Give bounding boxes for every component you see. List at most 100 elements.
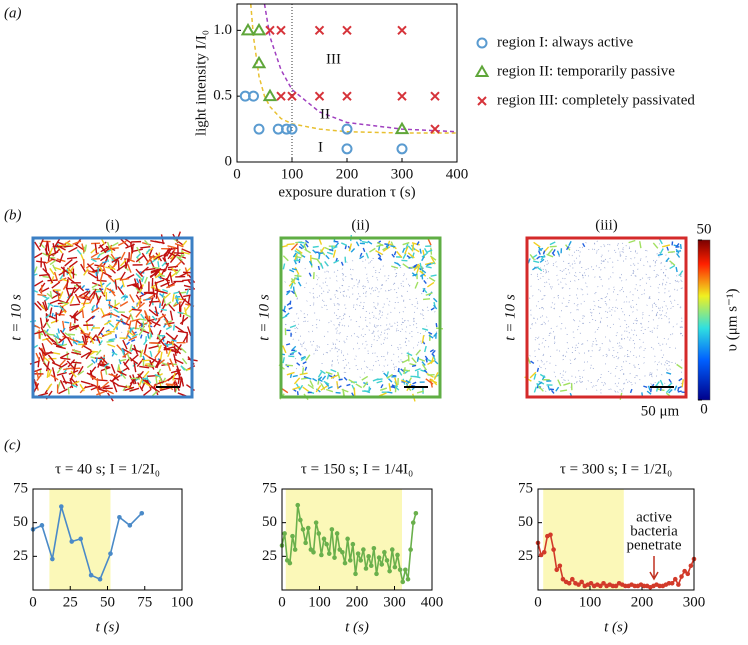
- point: [566, 580, 572, 586]
- flow-arrow: [172, 353, 177, 364]
- flow-arrow: [154, 306, 159, 317]
- flow-arrow: [614, 375, 617, 377]
- flow-arrow: [131, 283, 141, 290]
- flow-arrow: [657, 287, 659, 289]
- flow-arrow: [346, 261, 348, 263]
- flow-arrow: [413, 318, 415, 320]
- flow-arrow: [297, 281, 302, 287]
- flow-arrow: [336, 386, 339, 388]
- flow-arrow: [140, 246, 151, 249]
- flow-arrow: [626, 353, 629, 356]
- flow-arrow: [662, 282, 664, 284]
- flow-arrow: [588, 248, 590, 251]
- flow-arrow: [284, 312, 290, 317]
- flow-arrow: [131, 347, 142, 354]
- flow-arrow: [372, 257, 374, 259]
- flow-arrow: [355, 279, 358, 281]
- flow-arrow: [148, 356, 159, 363]
- flow-arrow: [129, 378, 135, 388]
- flow-arrow: [553, 297, 555, 299]
- flow-arrow: [298, 245, 303, 250]
- flow-arrow: [423, 369, 428, 374]
- marker: [314, 91, 325, 101]
- flow-arrow: [568, 254, 570, 256]
- flow-arrow: [406, 255, 411, 259]
- flow-arrow: [38, 392, 49, 397]
- flow-arrow: [426, 249, 433, 254]
- y-tick-label: 0: [225, 153, 233, 169]
- flow-arrow: [583, 315, 585, 317]
- flow-arrow: [329, 248, 334, 252]
- flow-arrow: [626, 327, 628, 329]
- flow-arrow: [668, 322, 670, 324]
- flow-arrow: [647, 327, 649, 329]
- flow-arrow: [418, 357, 426, 362]
- flow-arrow: [352, 269, 354, 271]
- flow-arrow: [564, 379, 566, 382]
- flow-arrow: [72, 240, 82, 245]
- flow-arrow: [126, 341, 130, 346]
- flow-arrow: [316, 283, 318, 285]
- flow-arrow: [397, 348, 399, 350]
- flow-arrow: [147, 292, 158, 295]
- flow-arrow: [66, 293, 73, 303]
- flow-arrow: [621, 389, 623, 391]
- point: [313, 520, 319, 525]
- flow-arrow: [82, 297, 88, 306]
- flow-arrow: [372, 352, 374, 354]
- flow-arrow: [175, 294, 179, 301]
- flow-arrow: [316, 349, 318, 352]
- flow-arrow: [139, 318, 147, 321]
- flow-arrow: [620, 345, 622, 347]
- flow-arrow: [151, 320, 161, 327]
- flow-arrow: [137, 373, 146, 382]
- flow-arrow: [49, 259, 57, 266]
- flow-arrow: [374, 289, 376, 291]
- flow-arrow: [592, 308, 595, 311]
- x-tick-label: 50: [100, 594, 115, 610]
- point: [413, 510, 419, 516]
- flow-arrow: [135, 254, 145, 263]
- flow-arrow: [72, 363, 77, 374]
- flow-arrow: [154, 272, 163, 279]
- flow-arrow: [653, 269, 655, 272]
- flow-arrow: [648, 278, 650, 280]
- flow-arrow: [361, 375, 369, 381]
- flow-arrow: [167, 362, 172, 372]
- flow-arrow: [326, 388, 334, 393]
- flow-arrow: [679, 243, 682, 250]
- scale-bar-label: 50 μm: [641, 403, 680, 419]
- flow-arrow: [90, 304, 96, 311]
- flow-arrow: [291, 267, 297, 271]
- flow-arrow: [656, 259, 658, 262]
- y-tick-label: 75: [13, 480, 28, 496]
- flow-arrow: [362, 260, 364, 262]
- flow-arrow: [323, 304, 326, 306]
- flow-arrow: [565, 283, 567, 285]
- flow-arrow: [149, 360, 155, 370]
- flow-arrow: [430, 274, 437, 277]
- flow-arrow: [333, 303, 335, 305]
- flow-arrow: [661, 317, 663, 320]
- point: [334, 531, 340, 536]
- flow-arrow: [345, 307, 347, 310]
- flow-arrow: [292, 252, 297, 258]
- marker: [397, 91, 407, 101]
- flow-arrow: [667, 338, 669, 340]
- flow-arrow: [51, 367, 56, 378]
- plot-frame: [537, 488, 695, 591]
- flow-arrow: [286, 371, 295, 376]
- flow-arrow: [333, 324, 335, 326]
- flow-arrow: [173, 252, 184, 255]
- flow-arrow: [39, 242, 45, 249]
- point: [368, 563, 374, 569]
- flow-arrow: [333, 259, 340, 264]
- flow-arrow: [651, 309, 653, 312]
- flow-arrow: [401, 321, 404, 323]
- flow-arrow: [97, 379, 108, 382]
- flow-arrow: [37, 293, 47, 297]
- flow-arrow: [129, 387, 140, 392]
- flow-arrow: [596, 240, 598, 242]
- flow-arrow: [165, 325, 172, 331]
- flow-arrow: [328, 374, 333, 378]
